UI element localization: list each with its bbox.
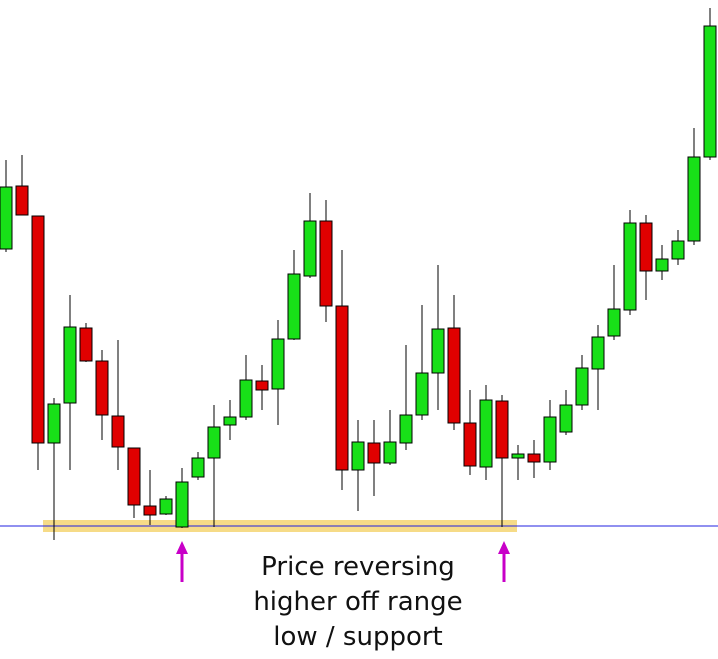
candle-body xyxy=(511,453,525,459)
candle-body xyxy=(671,240,685,260)
candle-body xyxy=(271,338,285,390)
candle-body xyxy=(351,441,365,471)
arrow-head xyxy=(176,541,188,554)
candle-body xyxy=(63,326,77,404)
candle-body xyxy=(143,505,157,516)
candle-body xyxy=(639,222,653,272)
candle-body xyxy=(255,380,269,391)
candle-body xyxy=(527,453,541,463)
candle-body xyxy=(655,258,669,272)
candle-body xyxy=(399,414,413,444)
candle-body xyxy=(607,308,621,337)
candle-body xyxy=(687,156,701,242)
candle-body xyxy=(127,447,141,506)
candle-body xyxy=(463,422,477,467)
candle-body xyxy=(31,215,45,444)
candle-body xyxy=(47,403,61,444)
candle-body xyxy=(95,360,109,416)
candle-body xyxy=(191,457,205,478)
candle-body xyxy=(431,328,445,374)
candle-body xyxy=(415,372,429,416)
candle-body xyxy=(303,220,317,277)
candle-body xyxy=(479,399,493,468)
candle-body xyxy=(287,273,301,340)
candle-body xyxy=(495,400,509,459)
candle-body xyxy=(111,415,125,448)
candle-body xyxy=(383,441,397,464)
candle-body xyxy=(367,442,381,464)
annotation-text: low / support xyxy=(273,622,443,652)
candle-body xyxy=(703,25,717,158)
candle-body xyxy=(335,305,349,471)
candle-body xyxy=(623,222,637,311)
candle-body xyxy=(159,498,173,515)
candle-body xyxy=(559,404,573,433)
annotation-text: higher off range xyxy=(253,587,462,617)
candle-body xyxy=(15,185,29,216)
candle-body xyxy=(207,426,221,459)
candle-body xyxy=(79,327,93,362)
annotation-text: Price reversing xyxy=(261,552,455,582)
candle-body xyxy=(575,367,589,406)
candle-body xyxy=(0,186,13,250)
candle-body xyxy=(223,416,237,426)
candle-body xyxy=(239,379,253,418)
candle-body xyxy=(591,336,605,370)
candle-body xyxy=(447,327,461,424)
arrows xyxy=(176,541,510,582)
candle-body xyxy=(543,416,557,463)
candle-body xyxy=(319,220,333,307)
arrow-head xyxy=(498,541,510,554)
candle-body xyxy=(175,481,189,528)
